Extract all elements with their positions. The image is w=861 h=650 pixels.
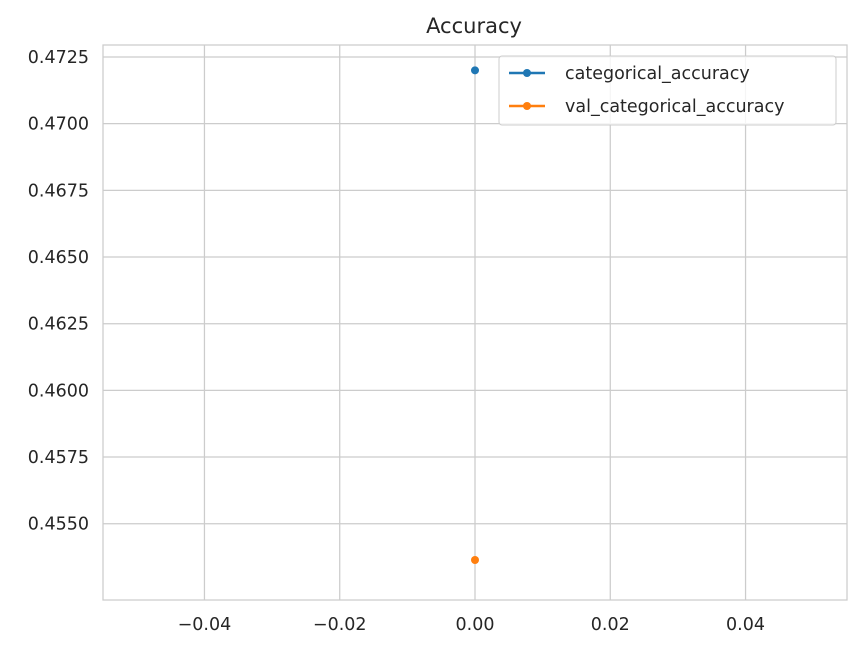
data-points (471, 66, 479, 564)
legend-label: val_categorical_accuracy (565, 97, 784, 117)
legend-marker (523, 69, 531, 77)
x-tick-label: −0.02 (313, 615, 367, 635)
grid-lines (103, 45, 847, 600)
data-point-categorical-accuracy (471, 66, 479, 75)
x-tick-label: 0.02 (591, 615, 630, 635)
y-tick-label: 0.4575 (28, 448, 89, 468)
y-tick-label: 0.4725 (28, 48, 89, 68)
legend-label: categorical_accuracy (565, 64, 750, 84)
x-tick-label: 0.00 (456, 615, 495, 635)
y-tick-label: 0.4600 (28, 381, 89, 401)
legend: categorical_accuracy val_categorical_accu… (498, 55, 837, 126)
x-tick-label: −0.04 (178, 615, 232, 635)
y-tick-label: 0.4625 (28, 315, 89, 335)
y-tick-label: 0.4675 (28, 181, 89, 201)
y-tick-label: 0.4550 (28, 515, 89, 535)
chart-title: Accuracy (426, 14, 522, 38)
x-tick-label: 0.04 (726, 615, 765, 635)
data-point-val-categorical-accuracy (471, 555, 479, 564)
legend-marker (523, 102, 531, 110)
axis-tick-labels: −0.04 −0.02 0.00 0.02 0.04 0.4550 0.4575 0.4600… (28, 48, 765, 635)
y-tick-label: 0.4650 (28, 248, 89, 268)
y-tick-label: 0.4700 (28, 115, 89, 135)
legend-box (498, 55, 837, 126)
